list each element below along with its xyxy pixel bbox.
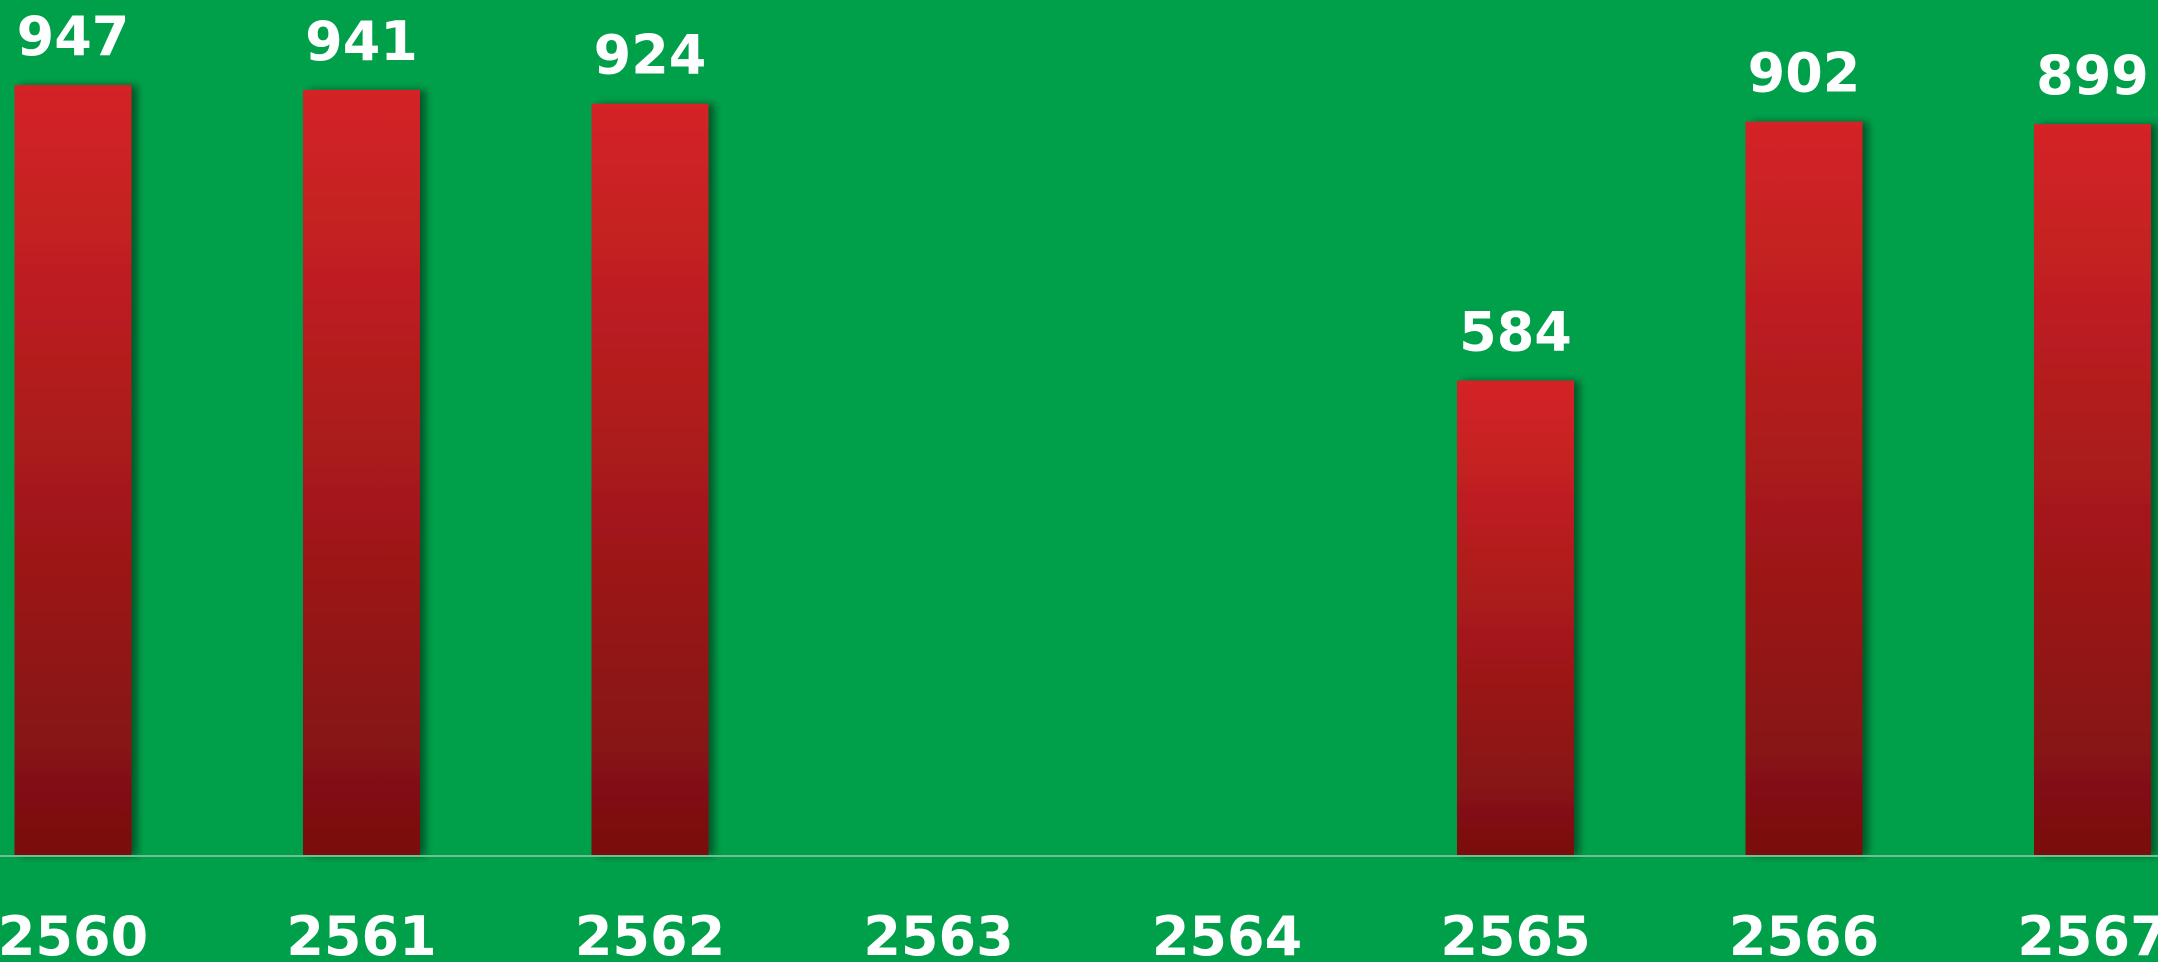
value-labels-group: 947 941 924 584 902 899 — [17, 5, 2149, 364]
x-tick-label-2562: 2562 — [575, 905, 725, 962]
x-tick-label-2565: 2565 — [1440, 905, 1590, 962]
bar-2567 — [2034, 124, 2151, 857]
x-tick-label-2561: 2561 — [286, 905, 436, 962]
data-label-2562: 924 — [594, 24, 707, 87]
bar-2566 — [1745, 121, 1863, 857]
x-tick-labels-group: 2560 2561 2562 2563 2564 2565 2566 2567 — [0, 905, 2158, 962]
data-label-2567: 899 — [2036, 44, 2149, 107]
bar-2561 — [303, 89, 420, 856]
data-label-2566: 902 — [1748, 42, 1861, 105]
x-tick-label-2564: 2564 — [1152, 905, 1302, 962]
bar-2560 — [14, 85, 132, 856]
data-label-2565: 584 — [1459, 301, 1572, 364]
x-tick-label-2566: 2566 — [1729, 905, 1879, 962]
bars-group — [14, 85, 2151, 857]
bar-2562 — [591, 103, 709, 856]
bar-2565 — [1457, 380, 1574, 856]
x-tick-label-2560: 2560 — [0, 905, 148, 962]
x-tick-label-2563: 2563 — [863, 905, 1013, 962]
data-label-2561: 941 — [305, 10, 418, 73]
x-tick-label-2567: 2567 — [2017, 905, 2158, 962]
data-label-2560: 947 — [17, 5, 130, 68]
